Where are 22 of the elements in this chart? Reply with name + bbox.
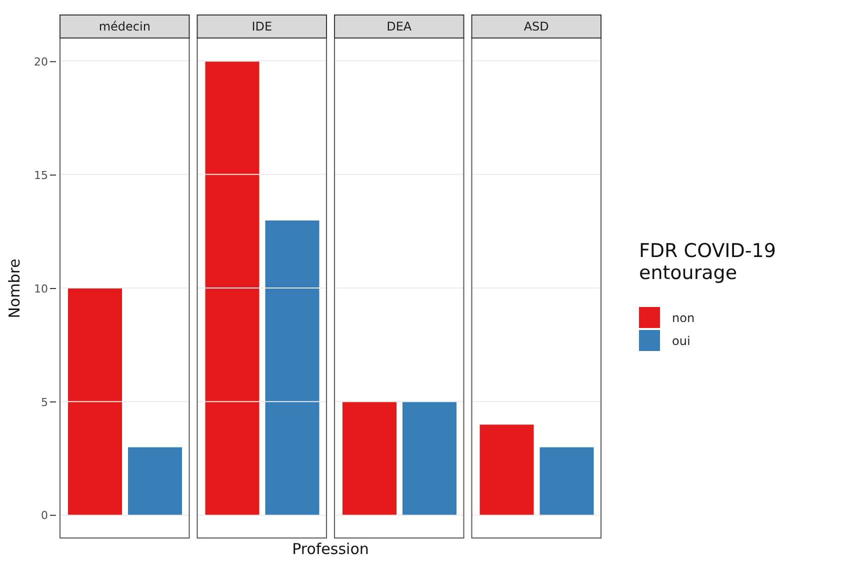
bar	[540, 447, 594, 516]
legend-label: oui	[672, 334, 690, 348]
bar	[205, 62, 260, 516]
x-tick-label: ASD	[524, 20, 549, 34]
legend-label: non	[672, 310, 695, 324]
legend-title: FDR COVID-19 entourage	[639, 240, 777, 284]
x-tick-label: IDE	[252, 20, 272, 34]
x-axis-title: Profession	[291, 540, 370, 558]
bar	[342, 402, 396, 516]
bar	[68, 288, 122, 516]
x-tick-label: DEA	[386, 20, 412, 34]
x-tick-label: médecin	[98, 20, 150, 34]
y-tick-label: 0	[41, 509, 48, 522]
y-tick-label: 20	[34, 56, 48, 69]
bar	[265, 220, 320, 516]
y-tick-label: 10	[34, 282, 48, 296]
y-tick-label: 15	[34, 168, 48, 182]
y-tick-label: 5	[41, 396, 48, 409]
bar	[128, 447, 182, 516]
bar	[480, 424, 534, 516]
bar	[402, 402, 456, 516]
y-axis-title: Nombre	[5, 258, 24, 318]
